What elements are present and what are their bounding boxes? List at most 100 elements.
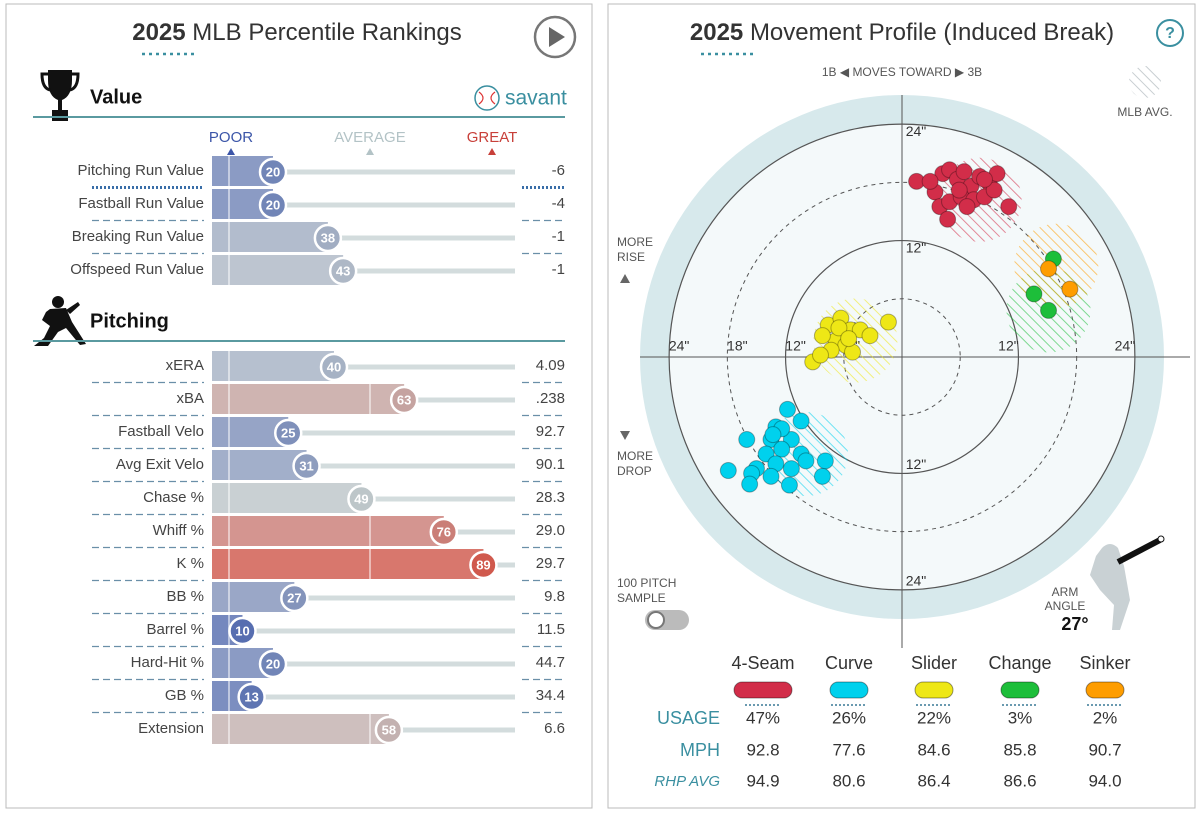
scale-label: AVERAGE (334, 129, 405, 146)
row-value: 92.7 (536, 423, 565, 440)
percentile-dot (280, 583, 309, 613)
percentile-label: 43 (336, 263, 350, 278)
play-icon[interactable] (549, 27, 565, 47)
right-title: 2025 Movement Profile (Induced Break) (690, 19, 1114, 46)
row-label: Chase % (143, 489, 204, 506)
legend-pill (829, 681, 869, 699)
percentile-dot (389, 385, 419, 415)
row-value: 9.8 (544, 588, 565, 605)
percentile-dot (319, 352, 349, 382)
pitch-point (950, 181, 968, 199)
percentile-dot (237, 682, 266, 712)
pitch-name: Sinker (1079, 653, 1130, 673)
table-cell: 86.6 (1003, 771, 1036, 790)
drop-arrow (620, 431, 630, 440)
x-tick-label: 18" (727, 338, 748, 354)
table-label: USAGE (657, 708, 720, 728)
row-value: 28.3 (536, 489, 565, 506)
sample-label: 100 PITCH (617, 576, 676, 590)
help-circle[interactable] (1156, 19, 1184, 47)
pitch-point (985, 181, 1003, 199)
table-cell: 77.6 (832, 740, 865, 759)
row-value: 29.7 (536, 555, 565, 572)
pitch-point (1040, 301, 1058, 319)
percentile-dot (347, 484, 376, 514)
trophy-icon (40, 70, 80, 121)
pitch-point (719, 462, 737, 480)
pitch-point (811, 346, 829, 364)
table-cell: 85.8 (1003, 740, 1036, 759)
row-value: 44.7 (536, 654, 565, 671)
pitch-point (1061, 280, 1079, 298)
title-text: Movement Profile (Induced Break) (750, 19, 1114, 46)
pitch-point (1040, 260, 1058, 278)
pitch-point (861, 327, 879, 345)
row-label: Pitching Run Value (78, 162, 204, 179)
percentile-dot (258, 190, 288, 220)
arm-angle-label: ARM (1052, 585, 1079, 599)
scale-arrow (227, 148, 235, 155)
pitch-point (782, 430, 800, 448)
table-cell: 47% (746, 708, 780, 727)
pitch-name: Curve (825, 653, 873, 673)
row-label: Breaking Run Value (72, 228, 204, 245)
pitch-point (778, 400, 796, 418)
row-label: BB % (166, 588, 204, 605)
percentile-dot (258, 157, 288, 187)
table-cell: 3% (1008, 708, 1033, 727)
pitcher-icon (34, 296, 86, 346)
row-label: xBA (176, 390, 204, 407)
percentile-dot (274, 418, 303, 448)
brand: savant (505, 87, 567, 110)
percentile-dot (258, 649, 288, 679)
pitch-point (764, 426, 782, 444)
x-tick-label: 24" (1115, 338, 1136, 354)
row-value: -1 (552, 228, 565, 245)
percentile-label: 31 (299, 458, 313, 473)
play-button[interactable] (533, 15, 577, 59)
pitch-point (813, 467, 831, 485)
legend-label: MLB AVG. (1117, 105, 1172, 119)
x-tick-label: 12" (998, 338, 1019, 354)
pitch-point (813, 327, 831, 345)
row-label: Fastball Run Value (78, 195, 204, 212)
table-cell: 86.4 (917, 771, 950, 790)
title-year: 2025 (132, 19, 185, 46)
pitch-point (879, 313, 897, 331)
table-cell: 94.9 (746, 771, 779, 790)
help-button[interactable]: ? (1156, 19, 1184, 47)
pitch-point (780, 476, 798, 494)
row-value: -1 (552, 261, 565, 278)
table-cell: 2% (1093, 708, 1118, 727)
row-label: Whiff % (153, 522, 204, 539)
left-label: 1B (822, 65, 837, 79)
row-value: .238 (536, 390, 565, 407)
percentile-label: 58 (382, 722, 396, 737)
pitch-name: Change (988, 653, 1051, 673)
pitch-point (773, 440, 791, 458)
sample-toggle[interactable] (645, 610, 689, 630)
toggle-knob[interactable] (647, 611, 665, 629)
row-value: 11.5 (537, 621, 565, 638)
percentile-bar (212, 255, 344, 285)
pitch-point (757, 445, 775, 463)
direction-label: 1B ◀ MOVES TOWARD ▶ 3B (822, 65, 982, 79)
row-label: Hard-Hit % (131, 654, 204, 671)
legend-pill (1085, 681, 1125, 699)
help-icon[interactable]: ? (1165, 25, 1175, 42)
rise-label: MORE (617, 235, 653, 249)
table-cell: 22% (917, 708, 951, 727)
percentile-label: 20 (266, 656, 280, 671)
legend-pill (914, 681, 954, 699)
pitch-name: 4-Seam (731, 653, 794, 673)
pitch-point (816, 452, 834, 470)
percentile-label: 89 (476, 557, 490, 572)
percentile-label: 25 (281, 425, 295, 440)
drop-label: MORE (617, 449, 653, 463)
pitch-point (782, 460, 800, 478)
percentile-dot (328, 256, 358, 286)
pitch-name: Slider (911, 653, 957, 673)
y-tick-label: 24" (906, 573, 927, 589)
row-label: Fastball Velo (118, 423, 204, 440)
scale-arrow (366, 148, 374, 155)
